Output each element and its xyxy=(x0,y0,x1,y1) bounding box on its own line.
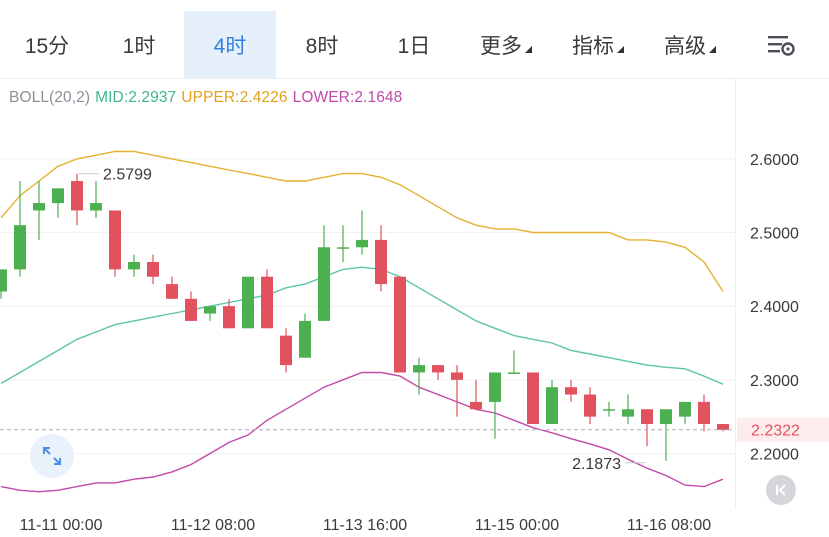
tab-indicators[interactable]: 指标 xyxy=(552,11,644,78)
candle-body xyxy=(166,284,178,299)
y-tick-label: 2.5000 xyxy=(750,226,799,243)
candle-body xyxy=(223,306,235,329)
candle-body xyxy=(413,365,425,373)
x-tick-label: 11-15 00:00 xyxy=(475,517,559,534)
candle-body xyxy=(299,320,311,358)
candle-body xyxy=(375,239,387,285)
candle-body xyxy=(489,372,501,402)
candle-body xyxy=(660,409,672,424)
candle-body xyxy=(717,424,729,430)
candle-body xyxy=(451,372,463,380)
dropdown-caret-icon xyxy=(525,46,532,53)
current-price-tag xyxy=(737,417,829,442)
x-tick-label: 11-16 08:00 xyxy=(627,517,711,534)
candle-body xyxy=(394,276,406,373)
candle-body xyxy=(242,276,254,329)
boll-mid-line xyxy=(0,266,724,385)
high-annotation: 2.5799 xyxy=(103,167,152,184)
candle-body xyxy=(527,372,539,424)
candle-body xyxy=(356,239,368,248)
tab-advanced[interactable]: 高级 xyxy=(644,11,736,78)
candle-body xyxy=(71,181,83,211)
expand-button[interactable] xyxy=(30,434,74,478)
candle-body xyxy=(603,409,615,411)
tab-label: 更多 xyxy=(480,34,522,58)
candle-body xyxy=(679,401,691,417)
legend-name: BOLL(20,2) xyxy=(9,89,91,106)
candle-body xyxy=(147,262,159,277)
y-tick-label: 2.3000 xyxy=(750,373,799,390)
candle-body xyxy=(204,306,216,314)
dropdown-caret-icon xyxy=(709,46,716,53)
candle-body xyxy=(584,394,596,417)
tab-label: 指标 xyxy=(572,34,614,58)
tab-more[interactable]: 更多 xyxy=(460,11,552,78)
tabs-divider xyxy=(0,78,829,79)
candle-body xyxy=(318,247,330,321)
candle-body xyxy=(641,409,653,424)
skip-back-button[interactable] xyxy=(766,475,796,505)
y-tick-label: 2.2000 xyxy=(750,446,799,463)
candle-body xyxy=(565,387,577,395)
price-axis-separator xyxy=(735,79,736,509)
tab-4h[interactable]: 4时 xyxy=(184,11,276,78)
legend-upper: UPPER:2.4226 xyxy=(181,89,288,106)
candle-body xyxy=(33,203,45,211)
candle-body xyxy=(508,372,520,374)
tab-15min[interactable]: 15分 xyxy=(0,11,94,78)
x-tick-label: 11-11 00:00 xyxy=(19,517,102,534)
chart-settings-icon[interactable] xyxy=(766,33,796,57)
tab-1d[interactable]: 1日 xyxy=(368,11,460,78)
expand-arrows-icon xyxy=(43,447,61,465)
boll-upper-line xyxy=(0,150,724,292)
skip-back-icon xyxy=(776,484,786,496)
candle-body xyxy=(546,387,558,424)
candle-body xyxy=(0,269,7,292)
tab-label: 高级 xyxy=(664,34,706,58)
tab-label: 8时 xyxy=(305,34,339,58)
legend-lower: LOWER:2.1648 xyxy=(292,89,403,106)
timeframe-tabs: 15分 1时 4时 8时 1日 更多 指标 高级 xyxy=(0,11,829,78)
candle-body xyxy=(52,188,64,204)
tab-label: 1时 xyxy=(122,34,156,58)
dropdown-caret-icon xyxy=(617,46,624,53)
tab-label: 15分 xyxy=(24,34,70,58)
candle-body xyxy=(280,335,292,366)
x-tick-label: 11-12 08:00 xyxy=(171,517,255,534)
candle-body xyxy=(90,203,102,211)
x-tick-label: 11-13 16:00 xyxy=(323,517,407,534)
candle-body xyxy=(14,225,26,270)
candle-body xyxy=(109,210,121,270)
y-tick-label: 2.4000 xyxy=(750,299,799,316)
candle-body xyxy=(432,365,444,373)
candle-body xyxy=(337,247,349,249)
candle-body xyxy=(185,298,197,321)
tab-label: 1日 xyxy=(397,34,431,58)
candle-body xyxy=(698,401,710,424)
candle-body xyxy=(261,276,273,329)
indicator-legend: BOLL(20,2) MID:2.2937 UPPER:2.4226 LOWER:2.… xyxy=(9,89,407,107)
y-tick-label: 2.6000 xyxy=(750,152,799,169)
candle-body xyxy=(622,409,634,417)
tab-label: 4时 xyxy=(213,34,247,58)
candle-body xyxy=(470,401,482,410)
tab-8h[interactable]: 8时 xyxy=(276,11,368,78)
tab-1h[interactable]: 1时 xyxy=(94,11,184,78)
candle-body xyxy=(128,262,140,270)
current-price-label: 2.2322 xyxy=(751,423,800,440)
boll-lower-line xyxy=(0,371,724,493)
legend-mid: MID:2.2937 xyxy=(95,89,177,106)
low-annotation: 2.1873 xyxy=(572,456,621,473)
